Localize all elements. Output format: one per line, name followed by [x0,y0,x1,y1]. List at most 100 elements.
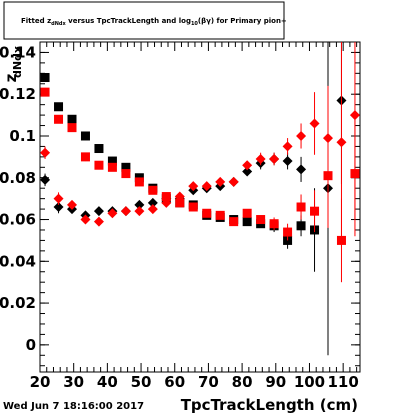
y-tick-label: 0.14 [0,43,36,61]
title-box: Fitted zdNdx versus TpcTrackLength and l… [3,1,287,40]
data-point-square [94,144,104,154]
y-tick-label: 0.02 [0,294,36,312]
series-2 [40,87,360,283]
series-1 [40,42,347,356]
x-tick-label: 20 [30,373,51,391]
data-point-diamond [323,133,333,144]
title-part-1: Fitted z [21,17,51,25]
data-point-diamond [242,160,253,171]
data-point-diamond [255,153,266,164]
data-point-square [175,198,185,208]
x-tick-label: 30 [63,373,84,391]
data-point-diamond [201,181,212,192]
data-point-diamond [336,137,347,148]
x-tick-label: 80 [232,373,253,391]
data-point-diamond [349,110,360,121]
y-axis-title-sub: dNdx [11,46,24,78]
data-point-square [296,221,306,231]
title-part-3: (βγ) for Primary pion+ [198,17,287,25]
data-point-square [121,169,131,179]
data-point-diamond [134,206,145,217]
data-point-square [80,131,90,141]
x-tick-labels: 20 30 40 50 60 70 80 90 100 110 [30,373,359,391]
chart-title: Fitted zdNdx versus TpcTrackLength and l… [21,17,287,27]
data-point-diamond [161,197,172,208]
data-point-diamond [134,199,145,210]
data-point-square [107,162,117,172]
data-point-diamond [309,118,320,129]
x-tick-label: 110 [328,373,359,391]
data-point-square [148,185,158,195]
title-sub-2: 10 [191,21,198,27]
y-tick-label: 0.12 [0,85,36,103]
data-point-diamond [40,174,51,185]
x-tick-label: 60 [164,373,185,391]
data-point-diamond [147,204,158,215]
data-point-diamond [53,202,64,212]
data-point-diamond [269,153,280,164]
data-point-diamond [120,206,131,217]
data-point-square [40,87,50,97]
data-point-diamond [174,191,185,202]
data-point-diamond [40,147,51,158]
data-point-square [310,206,320,216]
data-point-diamond [296,164,307,175]
data-point-square [283,227,293,237]
y-tick-label: 0 [26,336,36,354]
data-point-square [296,202,306,212]
data-point-diamond [53,193,64,204]
data-point-diamond [107,208,118,219]
x-axis-title: TpcTrackLength (cm) [181,396,358,414]
y-tick-label: 0.1 [9,127,36,145]
data-point-diamond [80,214,91,225]
data-point-diamond [93,216,104,227]
data-point-diamond [228,176,239,187]
series-0 [40,73,320,272]
y-tick-label: 0.04 [0,252,36,270]
data-point-diamond [242,166,253,177]
data-point-square [54,114,64,124]
data-point-square [202,208,212,218]
data-point-diamond [93,206,104,217]
data-point-square [215,210,225,220]
x-tick-label: 40 [97,373,118,391]
data-point-diamond [296,130,307,141]
x-tick-label: 70 [198,373,219,391]
data-point-square [242,208,252,218]
data-point-diamond [188,181,199,192]
data-point-square [134,177,144,187]
y-tick-labels: 0 0.02 0.04 0.06 0.08 0.1 0.12 0.14 [0,43,36,353]
title-part-2: versus TpcTrackLength and log [66,17,191,25]
data-point-square [256,215,266,225]
y-tick-label: 0.06 [0,211,36,229]
data-point-diamond [282,156,293,167]
data-point-diamond [67,199,77,210]
data-point-diamond [215,176,226,187]
y-axis-title: z dNdx [2,46,24,82]
data-point-diamond [147,197,158,208]
data-point-square [80,152,90,162]
data-point-square [94,160,104,170]
title-frame [3,1,285,40]
data-point-square [229,217,239,227]
data-point-square [107,156,117,166]
y-tick-label: 0.08 [0,169,36,187]
data-point-square [54,102,64,112]
data-point-square [269,219,279,229]
data-point-square [67,114,77,124]
x-tick-label: 90 [265,373,286,391]
data-point-square [40,73,50,83]
date-stamp: Wed Jun 7 18:16:00 2017 [3,401,144,412]
data-point-square [121,162,131,172]
data-point-square [161,192,171,202]
data-point-diamond [282,141,293,152]
y-axis-title-main: z [2,73,20,82]
plot-frame [39,41,361,373]
data-point-square [188,202,198,212]
title-sub-1: dNdx [51,21,66,27]
data-point-square [67,123,77,133]
x-tick-label: 50 [131,373,152,391]
data-marks [40,42,360,356]
data-point-square [242,217,252,227]
